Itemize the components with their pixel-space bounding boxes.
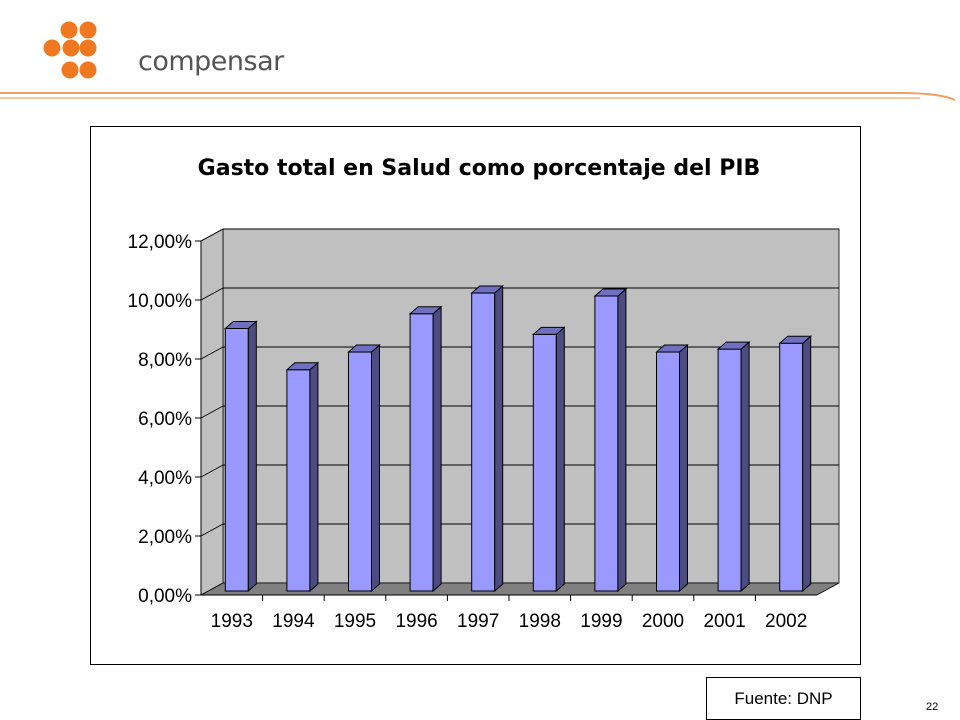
bar-top	[285, 362, 320, 371]
y-tick-label: 10,00%	[128, 291, 193, 312]
bar-side	[555, 326, 565, 593]
x-tick-label: 2002	[765, 611, 807, 632]
bar-1998	[531, 326, 566, 593]
x-tick-label: 1994	[272, 611, 315, 632]
bar-front	[717, 348, 742, 592]
bar-top	[223, 320, 258, 329]
bar-front	[471, 292, 496, 592]
bar-side	[679, 343, 688, 593]
bar-side	[432, 305, 442, 593]
logo-dots-icon	[43, 21, 97, 79]
bar-1995	[347, 343, 381, 593]
bar-front	[532, 333, 557, 592]
bar-1996	[408, 305, 443, 593]
bar-top	[593, 288, 628, 297]
gridline-side	[200, 405, 224, 419]
x-tick-label: 2000	[642, 611, 684, 632]
bar-chart: Gasto total en Salud como porcentaje del…	[128, 156, 840, 632]
bar-front	[409, 313, 434, 592]
page-number: 22	[926, 701, 939, 713]
bar-front	[348, 351, 372, 592]
x-tick-label: 1998	[519, 611, 561, 632]
x-tick-label: 1999	[580, 611, 622, 632]
header-divider	[0, 92, 956, 101]
bar-top	[655, 344, 689, 353]
x-tick-label: 2001	[703, 611, 745, 632]
bar-2001	[716, 340, 751, 593]
y-tick-label: 2,00%	[138, 527, 192, 548]
bar-side	[309, 361, 319, 593]
gridline-side	[200, 287, 224, 301]
gridline-side	[200, 523, 224, 537]
x-tick-label: 1995	[334, 611, 376, 632]
y-tick-label: 12,00%	[128, 232, 193, 253]
y-tick-label: 8,00%	[138, 350, 192, 371]
logo-text: compensar	[138, 46, 284, 77]
chart-frame: Gasto total en Salud como porcentaje del…	[90, 126, 861, 665]
compensar-logo: compensar	[36, 18, 284, 88]
bar-front	[286, 369, 311, 592]
bar-front	[656, 351, 680, 592]
bar-side	[247, 320, 257, 593]
bar-top	[778, 335, 813, 344]
chart-title: Gasto total en Salud como porcentaje del…	[198, 156, 761, 181]
bar-top	[531, 326, 566, 335]
y-tick-label: 6,00%	[138, 409, 192, 430]
x-tick-label: 1996	[395, 611, 437, 632]
x-tick-label: 1993	[211, 611, 253, 632]
gridline-side	[200, 464, 224, 478]
bar-top	[716, 341, 751, 350]
bar-front	[779, 342, 804, 592]
bar-side	[371, 343, 380, 593]
bar-side	[740, 340, 750, 593]
bar-top	[408, 306, 443, 315]
y-tick-label: 4,00%	[138, 468, 192, 489]
gridline-side	[200, 346, 224, 360]
bar-1997	[470, 284, 505, 593]
bar-front	[224, 327, 249, 592]
gridline-side	[200, 228, 224, 242]
y-tick-label: 0,00%	[138, 586, 192, 607]
bar-top	[347, 344, 381, 353]
bar-top	[470, 285, 505, 294]
bar-2000	[655, 343, 689, 593]
bar-1993	[223, 320, 258, 593]
bar-side	[617, 287, 627, 593]
bar-1994	[285, 361, 320, 593]
bar-front	[594, 295, 619, 592]
bar-1999	[593, 287, 628, 593]
bar-side	[802, 335, 812, 593]
source-note: Fuente: DNP	[706, 677, 861, 720]
bar-side	[494, 284, 504, 593]
bar-2002	[778, 335, 813, 593]
x-tick-label: 1997	[457, 611, 499, 632]
